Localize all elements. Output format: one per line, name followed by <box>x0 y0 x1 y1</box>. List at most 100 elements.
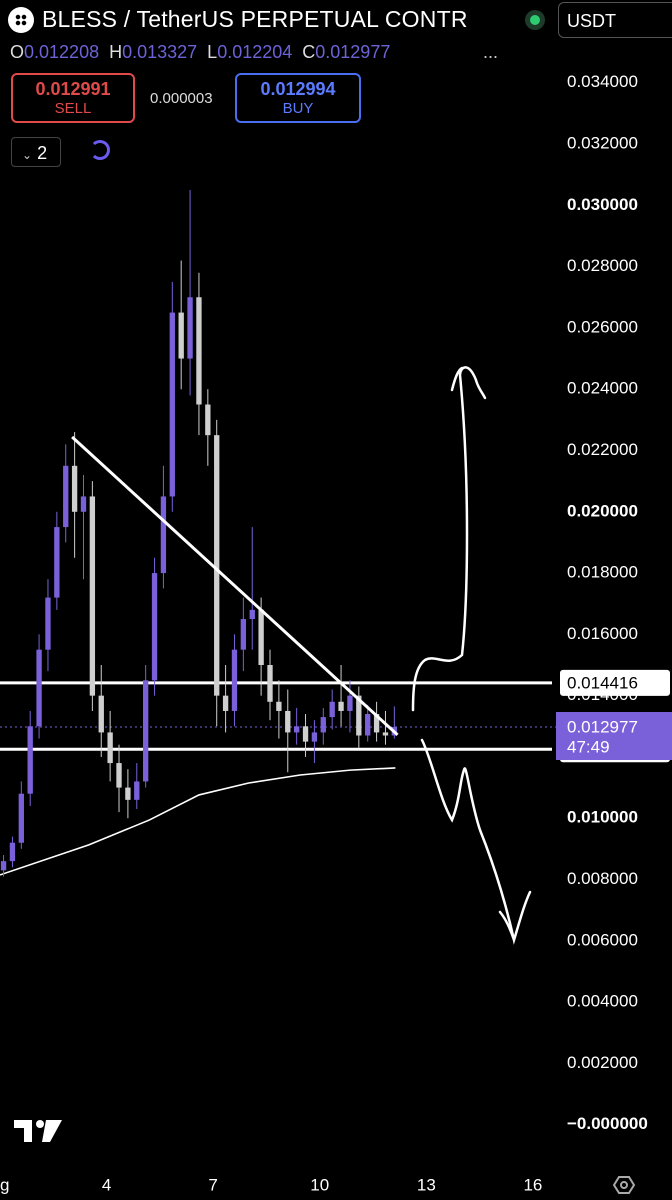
candle-body <box>285 710 291 733</box>
y-tick-label: 0.026000 <box>567 317 638 336</box>
current-price-label: 0.012977 <box>567 717 638 736</box>
ohlc-key: H <box>109 42 123 62</box>
x-tick-label: 13 <box>417 1175 436 1194</box>
candle-body <box>169 312 175 497</box>
sell-label: SELL <box>54 100 92 117</box>
candle-body <box>160 496 167 574</box>
currency-select[interactable]: USDT <box>558 2 672 38</box>
ohlc-row: O0.012208 H0.013327 L0.012204 C0.012977 <box>10 42 390 63</box>
candle-body <box>9 842 16 862</box>
candle-body <box>347 695 353 711</box>
candle-body <box>214 435 220 696</box>
candle-body <box>293 726 300 733</box>
candle-body <box>320 717 326 733</box>
candle-body <box>240 619 247 650</box>
candle-body <box>80 496 87 512</box>
ohlc-value: 0.013327 <box>122 42 198 62</box>
candle-body <box>302 726 309 742</box>
y-tick-label: 0.022000 <box>567 440 638 459</box>
countdown: 47:49 <box>567 737 610 756</box>
settings-icon[interactable] <box>612 1176 636 1194</box>
plot-area <box>0 190 556 877</box>
y-tick-label: 0.028000 <box>567 256 638 275</box>
candle-body <box>249 609 255 620</box>
interval-count: 2 <box>37 143 48 163</box>
y-tick-label: 0.032000 <box>567 134 638 153</box>
y-tick-label: 0.018000 <box>567 563 638 582</box>
y-tick-label: 0.004000 <box>567 992 638 1011</box>
ohlc-key: C <box>302 42 316 62</box>
ohlc-item: L0.012204 <box>207 42 292 63</box>
candle-body <box>27 726 33 794</box>
x-tick-label: ug <box>0 1175 9 1194</box>
x-tick-label: 10 <box>310 1175 329 1194</box>
candle-body <box>107 732 113 764</box>
ohlc-item: C0.012977 <box>302 42 390 63</box>
status-dot <box>530 14 540 25</box>
ohlc-key: O <box>10 42 25 62</box>
candle-body <box>0 861 7 871</box>
more-dots[interactable]: ... <box>483 42 499 62</box>
x-tick-label: 16 <box>523 1175 542 1194</box>
sell-button[interactable]: 0.012991 SELL <box>11 73 135 123</box>
logo <box>14 1120 62 1142</box>
x-tick-label: 4 <box>102 1175 111 1194</box>
candle-body <box>382 732 389 736</box>
candle-body <box>134 781 140 800</box>
candle-body <box>222 695 229 711</box>
candle-body <box>231 649 238 711</box>
spread: 0.000003 <box>150 90 213 107</box>
buy-label: BUY <box>282 100 314 117</box>
candle-body <box>196 297 202 405</box>
header-row: BLESS / TetherUS PERPETUAL CONTR <box>8 6 540 33</box>
refresh-icon[interactable] <box>90 140 110 160</box>
ohlc-value: 0.012208 <box>24 42 100 62</box>
y-tick-label: 0.002000 <box>567 1053 638 1072</box>
candle-body <box>71 465 78 512</box>
symbol-title: BLESS / TetherUS PERPETUAL CONTR <box>42 6 468 32</box>
y-tick-label: 0.024000 <box>567 379 638 398</box>
moving-average <box>0 767 396 876</box>
y-tick-label: 0.020000 <box>567 501 638 520</box>
candle-body <box>365 714 371 736</box>
buy-price: 0.012994 <box>260 79 336 99</box>
ohlc-item: H0.013327 <box>109 42 197 63</box>
buy-button[interactable]: 0.012994 BUY <box>235 73 361 123</box>
x-tick-label: 7 <box>208 1175 217 1194</box>
candle-body <box>63 465 69 528</box>
sell-price: 0.012991 <box>35 79 111 99</box>
candle-body <box>98 695 104 733</box>
price-label-box <box>560 669 670 696</box>
candle-body <box>125 787 131 800</box>
y-tick-label: 0.006000 <box>567 930 638 949</box>
candle-body <box>356 695 362 736</box>
y-tick-label: 0.016000 <box>567 624 638 643</box>
candle-body <box>142 680 149 782</box>
candle-body <box>116 763 122 788</box>
candle-body <box>205 404 211 436</box>
y-tick-label: 0.008000 <box>567 869 638 888</box>
ohlc-key: L <box>207 42 218 62</box>
candle-body <box>89 496 96 696</box>
candle-body <box>178 312 184 359</box>
candle-body <box>311 732 318 742</box>
candle-body <box>151 573 158 681</box>
candle-body <box>187 297 193 359</box>
current-price-box <box>556 711 672 760</box>
y-tick-label: 0.010000 <box>567 808 638 827</box>
hand-drawn-arrows <box>411 366 532 945</box>
price-axis: 0.034000 0.032000 0.030000 0.028000 0.026000… <box>556 72 672 1133</box>
y-tick-label: −0.000000 <box>567 1114 648 1133</box>
interval-toggle[interactable]: ⌄ 2 <box>11 137 61 167</box>
ohlc-value: 0.012977 <box>315 42 391 62</box>
candle-body <box>36 649 42 727</box>
symbol-icon <box>8 6 34 33</box>
down-arrow <box>420 738 532 945</box>
candle-body <box>45 597 51 650</box>
ohlc-item: O0.012208 <box>10 42 99 63</box>
trendline <box>71 435 399 736</box>
candle-body <box>267 665 273 702</box>
y-tick-label: 0.034000 <box>567 72 638 91</box>
